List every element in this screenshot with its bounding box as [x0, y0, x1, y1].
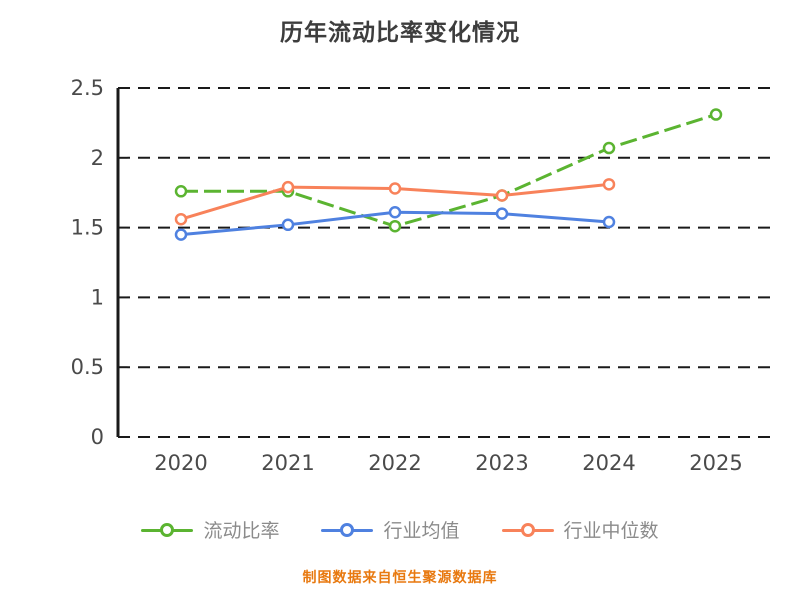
legend-item-current-ratio: 流动比率	[141, 516, 279, 543]
x-tick-label: 2022	[368, 451, 421, 475]
y-tick-label: 2	[91, 146, 104, 170]
circle-marker-icon	[340, 522, 355, 537]
chart-title: 历年流动比率变化情况	[280, 20, 520, 46]
data-point	[602, 215, 616, 229]
data-point	[388, 182, 402, 195]
legend-item-industry-median: 行业中位数	[501, 516, 659, 543]
data-point	[602, 178, 616, 191]
legend-label: 行业均值	[383, 520, 460, 542]
data-point	[174, 185, 188, 198]
legend: 流动比率 行业均值 行业中位数	[0, 516, 800, 543]
y-tick-label: 2.5	[71, 76, 104, 100]
y-tick-label: 0.5	[71, 355, 104, 379]
data-point	[174, 228, 188, 241]
x-tick-label: 2024	[582, 451, 635, 475]
data-point	[174, 212, 188, 226]
legend-label: 行业中位数	[563, 520, 659, 542]
line-chart: 0 0.5 1 1.5 2 2.5 2020 2021 2022 2023 2024 2025	[71, 76, 775, 475]
data-point	[495, 189, 509, 202]
legend-item-industry-average: 行业均值	[321, 516, 460, 543]
data-point	[709, 108, 723, 121]
x-tick-label: 2025	[689, 451, 742, 475]
circle-marker-icon	[520, 522, 535, 537]
data-point	[388, 205, 402, 219]
legend-marker	[321, 522, 374, 537]
source-note: 制图数据来自恒生聚源数据库	[302, 570, 498, 586]
x-tick-label: 2023	[475, 451, 528, 475]
series-line	[181, 113, 717, 228]
x-tick-label: 2020	[154, 451, 207, 475]
data-point	[602, 141, 616, 155]
legend-label: 流动比率	[203, 520, 280, 542]
x-tick-label: 2021	[261, 451, 314, 475]
data-point	[495, 207, 509, 220]
circle-marker-icon	[160, 522, 175, 537]
data-point	[281, 218, 295, 232]
y-tick-label: 0	[91, 425, 104, 449]
data-point	[281, 180, 295, 194]
legend-marker	[141, 522, 194, 537]
y-tick-label: 1.5	[71, 216, 104, 240]
data-point	[388, 219, 402, 233]
legend-marker	[501, 522, 554, 537]
y-tick-label: 1	[91, 285, 104, 309]
